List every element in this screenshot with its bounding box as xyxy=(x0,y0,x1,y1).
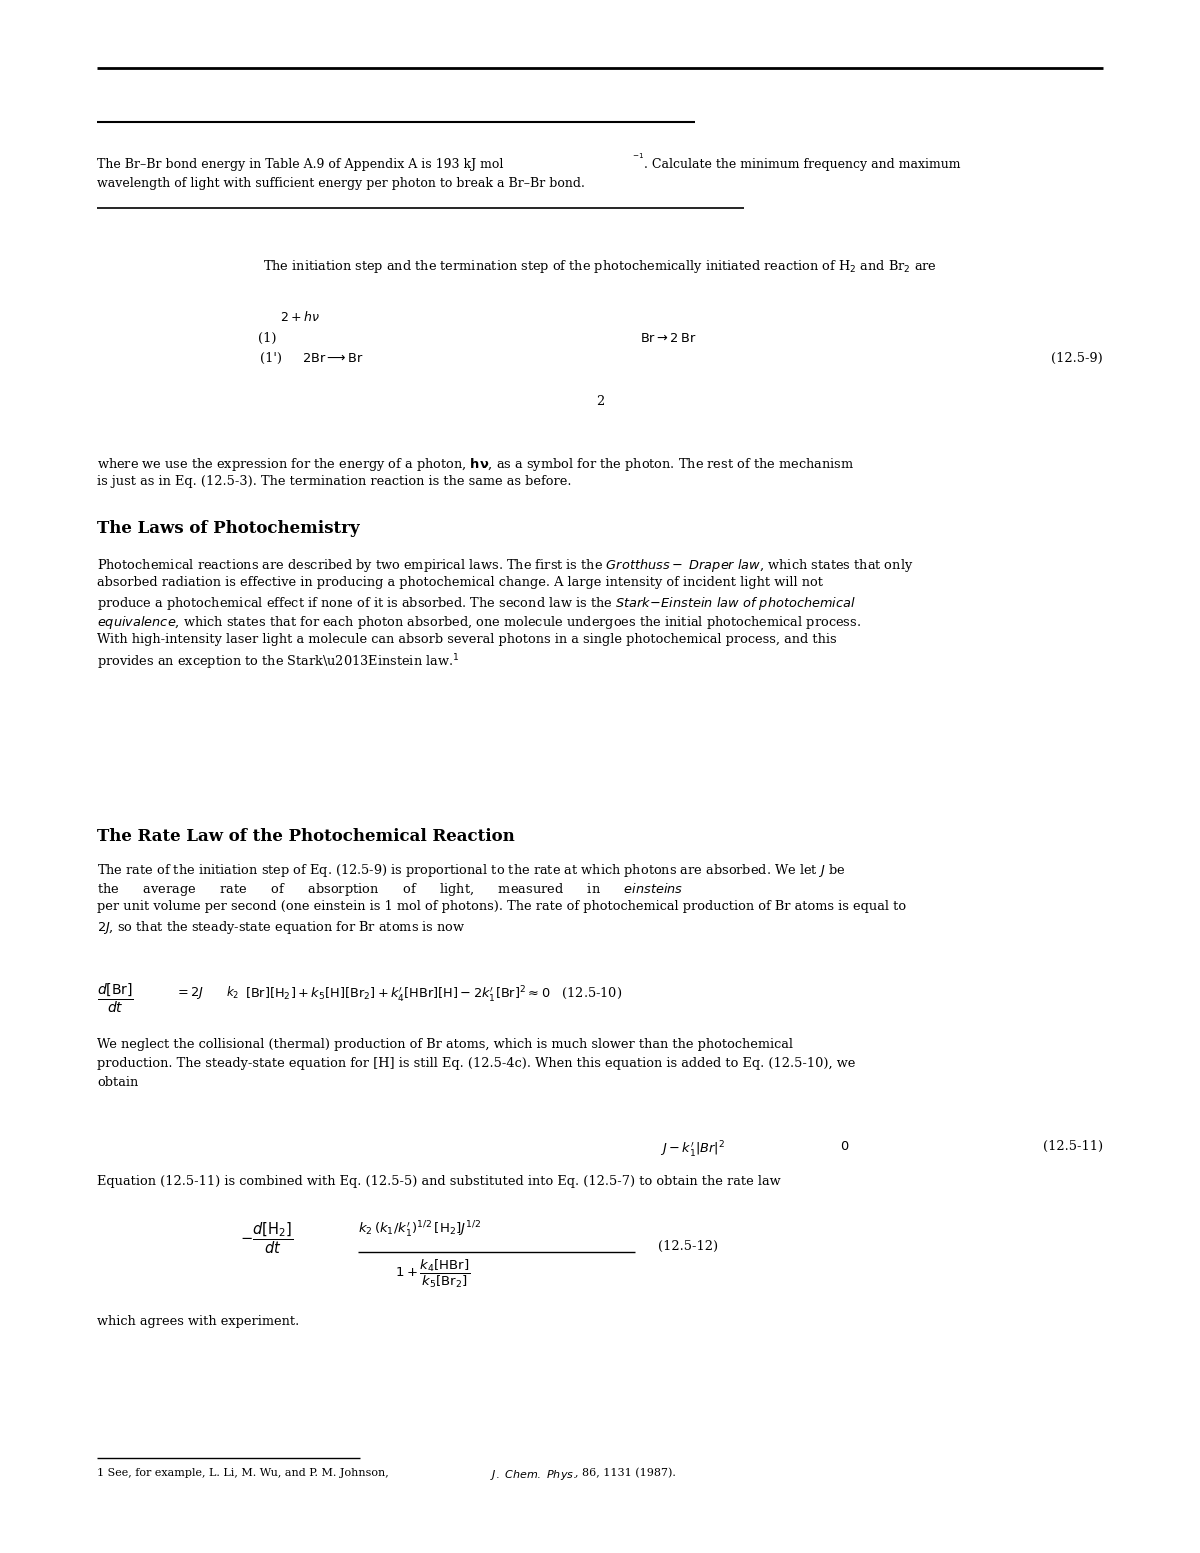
Text: $2 + h\nu$: $2 + h\nu$ xyxy=(280,311,320,325)
Text: $\mathrm{Br} \rightarrow 2\,\mathrm{Br}$: $\mathrm{Br} \rightarrow 2\,\mathrm{Br}$ xyxy=(640,332,696,345)
Text: (1): (1) xyxy=(258,332,276,345)
Text: obtain: obtain xyxy=(97,1076,138,1089)
Text: (12.5-9): (12.5-9) xyxy=(1051,353,1103,365)
Text: the      average      rate      of      absorption      of      light,      meas: the average rate of absorption of light,… xyxy=(97,881,683,898)
Text: Equation (12.5-11) is combined with Eq. (12.5-5) and substituted into Eq. (12.5-: Equation (12.5-11) is combined with Eq. … xyxy=(97,1176,781,1188)
Text: , 86, 1131 (1987).: , 86, 1131 (1987). xyxy=(575,1468,676,1478)
Text: $k_2$: $k_2$ xyxy=(226,985,239,1002)
Text: $0$: $0$ xyxy=(840,1140,850,1152)
Text: The rate of the initiation step of Eq. (12.5-9) is proportional to the rate at w: The rate of the initiation step of Eq. (… xyxy=(97,862,845,879)
Text: $^{-1}$: $^{-1}$ xyxy=(632,154,644,163)
Text: wavelength of light with sufficient energy per photon to break a Br–Br bond.: wavelength of light with sufficient ener… xyxy=(97,177,584,189)
Text: produce a photochemical effect if none of it is absorbed. The second law is the : produce a photochemical effect if none o… xyxy=(97,595,856,612)
Text: (1'): (1') xyxy=(260,353,282,365)
Text: $J - k_1^\prime|Br|^2$: $J - k_1^\prime|Br|^2$ xyxy=(660,1140,725,1160)
Text: $k_2\,(k_1/k_1^\prime)^{1/2}\,[\mathrm{H}_2]J^{1/2}$: $k_2\,(k_1/k_1^\prime)^{1/2}\,[\mathrm{H… xyxy=(358,1221,481,1241)
Text: 2: 2 xyxy=(596,394,604,408)
Text: where we use the expression for the energy of a photon, $\mathbf{h\nu}$, as a sy: where we use the expression for the ener… xyxy=(97,457,854,474)
Text: $\mathit{J.\ Chem.\ Phys.}$: $\mathit{J.\ Chem.\ Phys.}$ xyxy=(490,1468,577,1482)
Text: $2\mathrm{Br} \longrightarrow \mathrm{Br}$: $2\mathrm{Br} \longrightarrow \mathrm{Br… xyxy=(302,353,364,365)
Text: absorbed radiation is effective in producing a photochemical change. A large int: absorbed radiation is effective in produ… xyxy=(97,576,823,589)
Text: (12.5-12): (12.5-12) xyxy=(658,1239,718,1253)
Text: provides an exception to the Stark\u2013Einstein law.$^1$: provides an exception to the Stark\u2013… xyxy=(97,652,460,671)
Text: We neglect the collisional (thermal) production of Br atoms, which is much slowe: We neglect the collisional (thermal) pro… xyxy=(97,1037,793,1051)
Text: $= 2J$: $= 2J$ xyxy=(175,985,204,1002)
Text: The initiation step and the termination step of the photochemically initiated re: The initiation step and the termination … xyxy=(263,258,937,275)
Text: which agrees with experiment.: which agrees with experiment. xyxy=(97,1315,299,1328)
Text: The Br–Br bond energy in Table A.9 of Appendix A is 193 kJ mol: The Br–Br bond energy in Table A.9 of Ap… xyxy=(97,158,503,171)
Text: The Rate Law of the Photochemical Reaction: The Rate Law of the Photochemical Reacti… xyxy=(97,828,515,845)
Text: Photochemical reactions are described by two empirical laws. The first is the $\: Photochemical reactions are described by… xyxy=(97,558,913,575)
Text: 1 See, for example, L. Li, M. Wu, and P. M. Johnson,: 1 See, for example, L. Li, M. Wu, and P.… xyxy=(97,1468,392,1478)
Text: . Calculate the minimum frequency and maximum: . Calculate the minimum frequency and ma… xyxy=(644,158,960,171)
Text: per unit volume per second (one einstein is 1 mol of photons). The rate of photo: per unit volume per second (one einstein… xyxy=(97,901,906,913)
Text: is just as in Eq. (12.5-3). The termination reaction is the same as before.: is just as in Eq. (12.5-3). The terminat… xyxy=(97,475,571,488)
Text: (12.5-11): (12.5-11) xyxy=(1043,1140,1103,1152)
Text: With high-intensity laser light a molecule can absorb several photons in a singl: With high-intensity laser light a molecu… xyxy=(97,634,836,646)
Text: $-\dfrac{d[\mathrm{H}_2]}{dt}$: $-\dfrac{d[\mathrm{H}_2]}{dt}$ xyxy=(240,1221,293,1255)
Text: The Laws of Photochemistry: The Laws of Photochemistry xyxy=(97,520,360,537)
Text: $1 + \dfrac{k_4[\mathrm{HBr}]}{k_5[\mathrm{Br}_2]}$: $1 + \dfrac{k_4[\mathrm{HBr}]}{k_5[\math… xyxy=(395,1258,470,1291)
Text: $2J$, so that the steady-state equation for Br atoms is now: $2J$, so that the steady-state equation … xyxy=(97,919,466,936)
Text: $\mathit{equivalence}$, which states that for each photon absorbed, one molecule: $\mathit{equivalence}$, which states tha… xyxy=(97,613,860,631)
Text: $\dfrac{d[\mathrm{Br}]}{dt}$: $\dfrac{d[\mathrm{Br}]}{dt}$ xyxy=(97,981,134,1016)
Text: production. The steady-state equation for [H] is still Eq. (12.5-4c). When this : production. The steady-state equation fo… xyxy=(97,1058,856,1070)
Text: $[\mathrm{Br}][\mathrm{H}_2]+k_5[\mathrm{H}][\mathrm{Br}_2]+k_4^\prime[\mathrm{H: $[\mathrm{Br}][\mathrm{H}_2]+k_5[\mathrm… xyxy=(245,985,623,1005)
